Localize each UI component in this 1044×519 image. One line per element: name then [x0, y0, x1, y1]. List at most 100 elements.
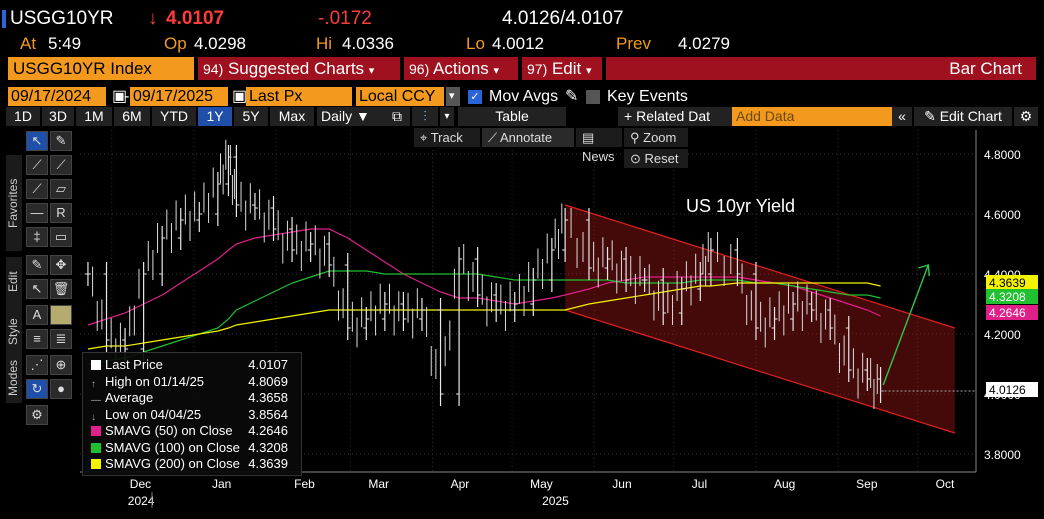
settings-icon[interactable]: ⚙	[26, 405, 48, 425]
prev-value: 4.0279	[678, 34, 730, 53]
start-date-input[interactable]: 09/17/2024	[8, 87, 106, 106]
legend-row: SMAVG (200) on Close 4.3639	[91, 456, 296, 472]
trendline-icon[interactable]: ⟋	[26, 155, 48, 175]
arrow-head	[918, 264, 930, 277]
chevron-down-icon[interactable]: ▾	[440, 107, 454, 126]
high-value: 4.0336	[342, 34, 394, 53]
currency-select[interactable]: Local CCY	[356, 87, 444, 106]
x-tick-label: Oct	[936, 477, 955, 491]
legend-swatch	[91, 442, 101, 453]
actions-button[interactable]: 96) Actions ▾	[404, 57, 518, 80]
dropdown-icon: ▾	[586, 65, 592, 77]
axis-tag	[986, 305, 1038, 320]
edit-chart-button[interactable]: ✎ Edit Chart	[914, 107, 1012, 126]
move-icon[interactable]: ✥	[50, 255, 72, 275]
legend-value: 4.3208	[248, 439, 288, 455]
edit-button[interactable]: 97) Edit ▾	[522, 57, 602, 80]
x-tick-label: Jul	[692, 477, 707, 491]
x-tick-label: Aug	[774, 477, 795, 491]
ticker-color-tag	[2, 10, 6, 28]
period-1y-button[interactable]: 1Y	[198, 107, 232, 126]
calendar-icon[interactable]: ▣	[232, 88, 248, 105]
checkbox-checked-icon[interactable]: ✓	[468, 90, 482, 104]
checkbox-unchecked-icon[interactable]	[586, 90, 600, 104]
annotate-button[interactable]: ⟋ Annotate	[482, 128, 574, 147]
quote-time: 5:49	[48, 34, 82, 53]
ray-icon[interactable]: ⟋	[50, 155, 72, 175]
legend-swatch: —	[91, 395, 101, 406]
period-1d-button[interactable]: 1D	[6, 107, 40, 126]
period-5y-button[interactable]: 5Y	[234, 107, 268, 126]
y-tick-label: 4.6000	[984, 208, 1021, 222]
key-events-label: Key Events	[607, 88, 688, 105]
add-data-input[interactable]: Add Data	[732, 107, 892, 126]
channel-icon[interactable]: ▱	[50, 179, 72, 199]
period-6m-button[interactable]: 6M	[114, 107, 150, 126]
period-max-button[interactable]: Max	[270, 107, 314, 126]
drawing-tools-sidebar: Favorites Edit Style Modes ↖ ✎ ⟋ ⟋ ⟋ ▱ —…	[0, 129, 78, 429]
open-value: 4.0298	[194, 34, 246, 53]
up-arrow-icon	[882, 264, 929, 386]
legend-row: Last Price 4.0107	[91, 357, 296, 373]
y-tick-label: 4.2000	[984, 328, 1021, 342]
axis-tag	[986, 275, 1038, 290]
refresh-icon[interactable]: ↻	[26, 379, 48, 399]
line-width-icon[interactable]: ≣	[50, 329, 72, 349]
rectangle-icon[interactable]: ▭	[50, 227, 72, 247]
legend-row: ↓ Low on 04/04/25 3.8564	[91, 407, 296, 423]
period-ytd-button[interactable]: YTD	[152, 107, 196, 126]
frequency-label: Daily	[321, 108, 353, 124]
legend-swatch	[91, 459, 101, 469]
pen-icon[interactable]: ✎	[50, 131, 72, 151]
fibonacci-icon[interactable]: ‡	[26, 227, 48, 247]
gear-icon[interactable]: ⚙	[1014, 107, 1038, 126]
down-arrow-icon: ↓	[148, 8, 158, 29]
end-date-input[interactable]: 09/17/2025	[130, 87, 228, 106]
track-button[interactable]: ⌖ Track	[414, 128, 480, 147]
trash-icon[interactable]: 🗑	[50, 279, 72, 299]
suggested-charts-button[interactable]: 94) Suggested Charts ▾	[198, 57, 400, 80]
magnet-icon[interactable]: ⊕	[50, 355, 72, 375]
line-style-icon[interactable]: ≡	[26, 329, 48, 349]
palette-icon[interactable]: ●	[50, 379, 72, 399]
frequency-select[interactable]: Daily ▼	[317, 107, 385, 126]
range-dash: -	[124, 88, 130, 105]
line-chart-icon[interactable]: ⧉	[384, 107, 410, 126]
quote-stats: At 5:49 Op 4.0298 Hi 4.0336 Lo 4.0012 Pr…	[0, 34, 1044, 56]
select-icon[interactable]: ↖	[26, 279, 48, 299]
reset-button[interactable]: ⊙ Reset	[624, 149, 688, 168]
table-button[interactable]: Table	[458, 107, 566, 126]
segment-icon[interactable]: ⟋	[26, 179, 48, 199]
text-icon[interactable]: R	[50, 203, 72, 223]
legend-row: ↑ High on 01/14/25 4.8069	[91, 374, 296, 390]
cursor-icon[interactable]: ↖	[26, 131, 48, 151]
pencil-icon[interactable]: ✎	[565, 88, 579, 105]
zoom-button[interactable]: ⚲ Zoom	[624, 128, 688, 147]
brush-icon[interactable]: ✎	[26, 255, 48, 275]
security-field[interactable]: USGG10YR Index	[8, 57, 194, 80]
chevron-down-icon[interactable]: ▾	[446, 87, 460, 106]
x-tick-label: Jan	[212, 477, 231, 491]
related-data-button[interactable]: + Related Dat	[618, 107, 736, 126]
double-chevron-left-icon[interactable]: «	[892, 107, 912, 126]
bid-ask: 4.0126/4.0107	[502, 8, 624, 29]
field-select[interactable]: Last Px	[246, 87, 352, 106]
trend-channel	[565, 205, 955, 433]
bar-chart-icon[interactable]: ⫶	[412, 107, 438, 126]
period-3d-button[interactable]: 3D	[42, 107, 74, 126]
at-label: At	[20, 34, 37, 53]
color-swatch-icon[interactable]	[50, 305, 72, 325]
news-button[interactable]: ▤ News	[576, 128, 622, 164]
track-label: Track	[430, 130, 463, 145]
news-label: News	[582, 149, 615, 164]
calendar-icon[interactable]: ▣	[112, 88, 128, 105]
font-icon[interactable]: A	[26, 305, 48, 325]
legend-value: 4.8069	[248, 373, 288, 389]
legend-label: High on 01/14/25	[105, 373, 205, 389]
x-tick-label: Sep	[856, 477, 878, 491]
crosshair-icon[interactable]: ⋰	[26, 355, 48, 375]
period-1m-button[interactable]: 1M	[76, 107, 112, 126]
horizontal-line-icon[interactable]: —	[26, 203, 48, 223]
quote-header: USGG10YR ↓ 4.0107 -.0172 4.0126/4.0107	[0, 8, 1044, 32]
